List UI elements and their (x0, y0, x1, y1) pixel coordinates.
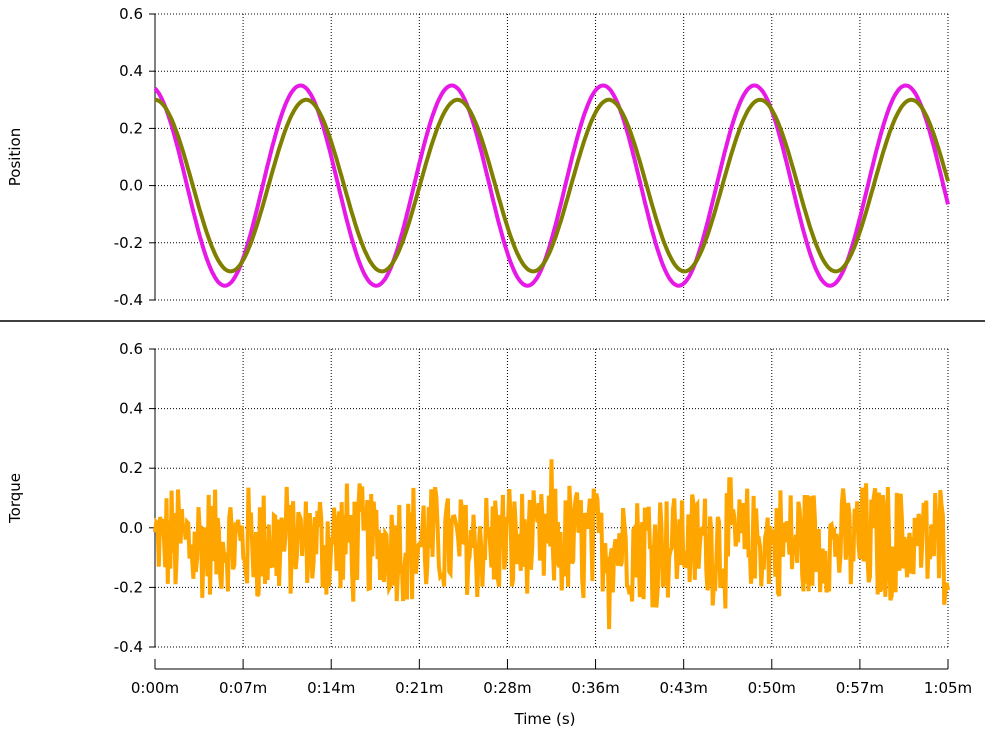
x-tick-label: 0:57m (836, 679, 884, 697)
x-tick-label: 0:43m (660, 679, 708, 697)
x-tick-label: 0:21m (395, 679, 443, 697)
position-ytick-label: 0.4 (119, 62, 143, 80)
torque-series-line (153, 459, 950, 630)
x-tick-label: 0:00m (131, 679, 179, 697)
torque-axis-label: Torque (6, 473, 24, 524)
torque-ytick-label: -0.4 (114, 638, 143, 656)
torque-ytick-label: 0.2 (119, 459, 143, 477)
torque-ytick-label: 0.0 (119, 519, 143, 537)
position-ytick-label: -0.2 (114, 234, 143, 252)
position-series-0-line (153, 83, 950, 288)
position-axis-label: Position (6, 128, 24, 186)
torque-ytick-label: 0.6 (119, 340, 143, 358)
position-panel: 0.6 0.4 0.2 0.0 -0.2 -0.4 (114, 5, 950, 309)
x-tick-label: 0:14m (307, 679, 355, 697)
torque-ytick-label: 0.4 (119, 400, 143, 418)
x-tick-label: 0:07m (219, 679, 267, 697)
position-series-1-line (154, 97, 950, 274)
position-ytick-label: 0.2 (119, 119, 143, 137)
position-ytick-label: 0.0 (119, 177, 143, 195)
position-ytick-label: 0.6 (119, 5, 143, 23)
x-tick-label: 0:50m (748, 679, 796, 697)
torque-ytick-label: -0.2 (114, 578, 143, 596)
time-axis-label: Time (s) (514, 710, 576, 728)
x-tick-label: 0:36m (571, 679, 619, 697)
torque-panel: 0.6 0.4 0.2 0.0 -0.2 -0.4 (114, 340, 950, 656)
x-tick-label: 0:28m (483, 679, 531, 697)
x-tick-label: 1:05m (924, 679, 972, 697)
position-ytick-label: -0.4 (114, 291, 143, 309)
